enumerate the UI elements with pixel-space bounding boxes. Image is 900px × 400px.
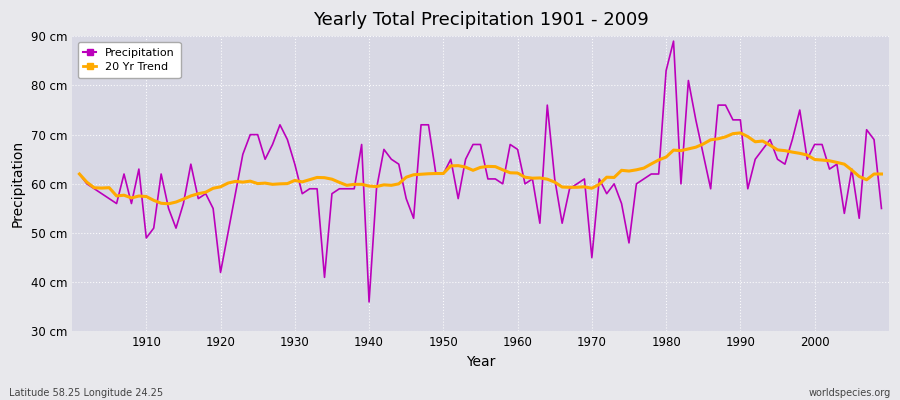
Title: Yearly Total Precipitation 1901 - 2009: Yearly Total Precipitation 1901 - 2009	[312, 11, 648, 29]
Text: worldspecies.org: worldspecies.org	[809, 388, 891, 398]
Y-axis label: Precipitation: Precipitation	[11, 140, 25, 228]
Legend: Precipitation, 20 Yr Trend: Precipitation, 20 Yr Trend	[77, 42, 181, 78]
Text: Latitude 58.25 Longitude 24.25: Latitude 58.25 Longitude 24.25	[9, 388, 163, 398]
X-axis label: Year: Year	[466, 355, 495, 369]
